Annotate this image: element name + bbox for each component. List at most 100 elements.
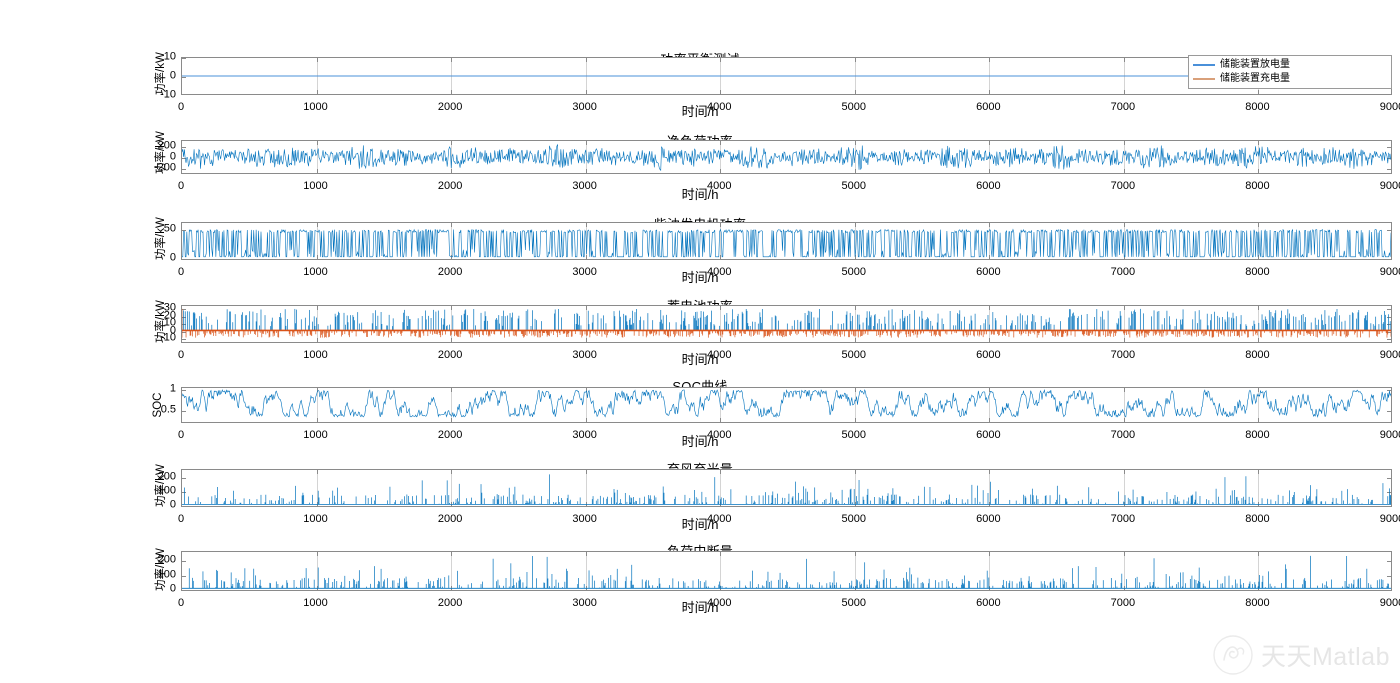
- x-tick-label: 6000: [976, 513, 1001, 525]
- x-tick-label: 1000: [303, 429, 328, 441]
- y-tickmark: [182, 147, 186, 149]
- x-tick-label: 8000: [1245, 349, 1270, 361]
- x-tick-label: 9000: [1379, 429, 1400, 441]
- x-tick-label: 4000: [706, 429, 732, 441]
- x-tickmark: [720, 552, 722, 556]
- x-tickmark: [1123, 470, 1125, 474]
- x-tickmark: [451, 552, 453, 556]
- x-tick-label: 6000: [976, 349, 1001, 361]
- x-tickmark: [720, 90, 722, 94]
- x-tick-label: 9000: [1379, 180, 1400, 192]
- x-tickmark: [854, 470, 856, 474]
- x-tick-label: 4000: [706, 597, 732, 609]
- y-tick-label: 0: [169, 324, 176, 337]
- x-tick-label: 3000: [572, 597, 597, 609]
- x-gridline: [316, 552, 318, 590]
- x-tick-label: 2000: [437, 101, 463, 113]
- x-tick-label: 1000: [303, 180, 328, 192]
- x-tickmark: [316, 306, 318, 310]
- x-tickmark: [1123, 169, 1125, 173]
- x-gridline: [720, 388, 722, 422]
- x-tick-label: 7000: [1110, 266, 1136, 278]
- x-tick-label: 0: [177, 180, 185, 192]
- x-tickmark: [1258, 306, 1260, 310]
- x-tick-label: 7000: [1110, 429, 1136, 441]
- x-tick-label: 4000: [706, 101, 732, 113]
- x-axis-label: 时间/h: [681, 104, 719, 119]
- x-tickmark: [585, 388, 587, 392]
- x-tick-label: 6000: [976, 429, 1001, 441]
- x-tick-label: 8000: [1245, 513, 1270, 525]
- y-tickmark: [182, 58, 186, 59]
- x-tickmark: [316, 418, 318, 422]
- x-tickmark: [451, 223, 453, 227]
- x-tickmark: [1258, 470, 1260, 474]
- x-axis-label: 时间/h: [681, 600, 719, 615]
- y-tick-label: -10: [160, 88, 176, 101]
- x-tickmark: [451, 169, 453, 173]
- x-tick-label: 0: [177, 266, 185, 278]
- x-gridline: [1258, 470, 1260, 506]
- y-tick-label: 200: [157, 139, 176, 152]
- y-tickmark: [1387, 147, 1391, 149]
- y-tickmark: [182, 229, 186, 231]
- x-tickmark: [316, 502, 318, 506]
- x-tickmark: [854, 141, 856, 145]
- x-tickmark: [854, 90, 856, 94]
- x-tickmark: [316, 169, 318, 173]
- legend-swatch-charge: [1193, 78, 1215, 80]
- x-tickmark: [1258, 255, 1260, 259]
- x-tick-label: 8000: [1245, 266, 1270, 278]
- x-tickmark: [854, 552, 856, 556]
- x-tickmark: [451, 90, 453, 94]
- x-tickmark: [585, 169, 587, 173]
- x-gridline: [316, 223, 318, 259]
- x-tickmark: [585, 552, 587, 556]
- x-tickmark: [1258, 141, 1260, 145]
- y-tick-label: 100: [157, 484, 176, 497]
- x-tickmark: [1258, 388, 1260, 392]
- x-gridline: [1123, 388, 1125, 422]
- x-tick-label: 5000: [841, 597, 867, 609]
- x-tick-label: 2000: [437, 429, 463, 441]
- x-tickmark: [720, 338, 722, 342]
- x-tickmark: [989, 255, 991, 259]
- x-gridline: [451, 223, 453, 259]
- x-tickmark: [316, 90, 318, 94]
- x-tick-label: 7000: [1110, 101, 1136, 113]
- y-tickmark: [182, 258, 186, 259]
- x-tickmark: [585, 502, 587, 506]
- x-tick-label: 2000: [437, 180, 463, 192]
- x-tickmark: [451, 502, 453, 506]
- x-gridline: [585, 306, 587, 342]
- x-gridline: [451, 141, 453, 173]
- x-tick-label: 3000: [572, 429, 597, 441]
- y-tickmark: [1387, 390, 1391, 392]
- x-tick-label: 5000: [841, 266, 867, 278]
- y-tickmark: [182, 575, 186, 577]
- x-tickmark: [989, 470, 991, 474]
- x-tick-label: 3000: [572, 266, 597, 278]
- x-tick-label: 2000: [437, 513, 463, 525]
- x-tickmark: [720, 223, 722, 227]
- x-tick-label: 8000: [1245, 429, 1270, 441]
- x-gridline: [989, 306, 991, 342]
- x-axis-label: 时间/h: [681, 270, 719, 285]
- x-tickmark: [1123, 90, 1125, 94]
- x-tickmark: [854, 169, 856, 173]
- x-tickmark: [316, 388, 318, 392]
- y-tickmark: [182, 478, 186, 480]
- x-tick-label: 6000: [976, 180, 1001, 192]
- y-tickmark: [1387, 478, 1391, 480]
- x-tick-label: 1000: [303, 266, 328, 278]
- y-tick-label: 50: [163, 222, 176, 235]
- y-tickmark: [1387, 229, 1391, 231]
- x-tickmark: [451, 388, 453, 392]
- y-tickmark: [182, 560, 186, 562]
- x-tickmark: [1123, 58, 1125, 62]
- x-axis-label: 时间/h: [681, 352, 719, 367]
- x-gridline: [854, 141, 856, 173]
- x-tick-label: 2000: [437, 597, 463, 609]
- y-tickmark: [182, 77, 186, 78]
